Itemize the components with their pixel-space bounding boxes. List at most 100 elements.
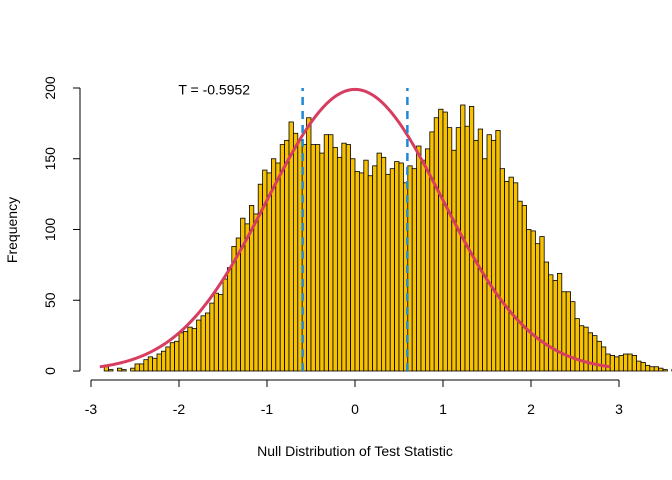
histogram-bar xyxy=(253,213,259,372)
histogram-bar xyxy=(574,318,580,372)
histogram-bar xyxy=(517,200,523,372)
histogram-bar xyxy=(394,161,400,372)
histogram-bar xyxy=(196,319,202,372)
y-tick-label: 100 xyxy=(42,218,58,242)
x-tick-label: -1 xyxy=(261,401,274,417)
histogram-bar xyxy=(398,162,404,372)
histogram-bar xyxy=(187,326,193,372)
x-tick-label: -2 xyxy=(173,401,186,417)
histogram-bar xyxy=(174,340,180,372)
histogram-bar xyxy=(284,139,290,372)
histogram-bar xyxy=(583,326,589,372)
histogram-bar xyxy=(504,180,510,372)
histogram-bar xyxy=(424,148,431,372)
x-tick-label: 0 xyxy=(351,401,359,417)
histogram-bar xyxy=(570,301,576,372)
histogram-bar xyxy=(121,369,127,372)
histogram-bar xyxy=(385,173,391,372)
histogram-bar xyxy=(614,356,620,372)
histogram-bar xyxy=(468,105,475,372)
histogram-bar xyxy=(561,291,567,372)
x-tick-label: 1 xyxy=(439,401,447,417)
histogram-bar xyxy=(557,272,563,372)
histogram-bar xyxy=(310,144,316,372)
y-axis: 0 50 100 150 200 xyxy=(42,76,81,375)
y-tick-label: 50 xyxy=(42,292,58,308)
histogram-bar xyxy=(526,229,532,372)
histogram-bar xyxy=(156,353,162,372)
x-axis-label: Null Distribution of Test Statistic xyxy=(257,443,453,459)
histogram-bar xyxy=(495,130,501,372)
histogram-bar xyxy=(200,315,206,372)
histogram-bar xyxy=(429,131,435,372)
histogram-bar xyxy=(579,325,585,372)
histogram-bar xyxy=(336,156,343,372)
histogram-bar xyxy=(420,159,426,372)
histogram-bar xyxy=(350,158,356,372)
normal-density-curve xyxy=(99,87,611,369)
histogram-bar xyxy=(605,353,611,372)
histogram-bar xyxy=(477,128,484,372)
histogram-bar xyxy=(455,127,462,372)
histogram-bar xyxy=(565,291,572,372)
histogram-bar xyxy=(631,355,638,372)
reference-lines xyxy=(301,88,409,371)
histogram-bar xyxy=(328,134,334,372)
histogram-bar xyxy=(658,367,664,372)
histogram-bar xyxy=(358,172,365,372)
histogram-bar xyxy=(499,168,506,372)
histogram-bar xyxy=(367,175,374,372)
histogram-bar xyxy=(182,330,189,372)
histogram-bar xyxy=(482,158,488,372)
y-tick-label: 150 xyxy=(42,147,58,171)
histogram-bar xyxy=(380,156,387,372)
histogram-bar xyxy=(433,117,440,372)
y-tick-label: 200 xyxy=(42,76,58,100)
histogram-bar xyxy=(266,172,272,372)
histogram-bar xyxy=(645,364,651,372)
histogram-bar xyxy=(191,328,197,372)
histogram-bar xyxy=(332,147,338,372)
histogram-bar xyxy=(152,357,158,372)
histogram-bar xyxy=(662,369,668,372)
x-tick-label: 2 xyxy=(527,401,535,417)
histogram-bar xyxy=(169,342,175,372)
histogram-bar xyxy=(490,139,497,372)
y-tick-label: 0 xyxy=(42,367,58,375)
histogram-bar xyxy=(623,353,629,372)
histogram-bar xyxy=(117,367,123,372)
y-axis-label: Frequency xyxy=(4,197,20,263)
histogram-bar xyxy=(451,149,457,372)
histogram-bar xyxy=(508,176,514,372)
histogram-bar xyxy=(552,280,558,372)
histogram-bar xyxy=(543,261,550,372)
histogram-bar xyxy=(521,205,528,372)
histogram-bar xyxy=(627,353,633,372)
histogram-bar xyxy=(473,139,479,372)
histogram-bar xyxy=(535,243,541,372)
histogram-bar xyxy=(609,355,616,372)
histogram-bar xyxy=(178,332,184,372)
x-tick-label: -3 xyxy=(85,401,98,417)
x-tick-label: 3 xyxy=(615,401,623,417)
histogram-bar xyxy=(108,369,114,372)
histogram-bar xyxy=(279,144,286,372)
histogram-bar xyxy=(275,162,281,372)
histogram-bar xyxy=(314,144,321,372)
histogram-bar xyxy=(319,152,325,372)
histogram-bar xyxy=(416,145,422,372)
histogram-bar xyxy=(376,152,382,372)
histogram-bar xyxy=(389,168,396,372)
histogram-bar xyxy=(160,350,167,372)
histogram-bar xyxy=(618,355,624,372)
histogram-bar xyxy=(130,367,136,372)
histogram-bar xyxy=(204,312,211,372)
histogram-bar xyxy=(587,332,594,372)
histogram-bar xyxy=(306,117,312,372)
histogram-bar xyxy=(653,366,660,372)
histogram-bar xyxy=(209,302,215,372)
histogram-bar xyxy=(438,108,444,372)
histogram-bar xyxy=(442,111,448,372)
histogram-bar xyxy=(446,127,453,372)
